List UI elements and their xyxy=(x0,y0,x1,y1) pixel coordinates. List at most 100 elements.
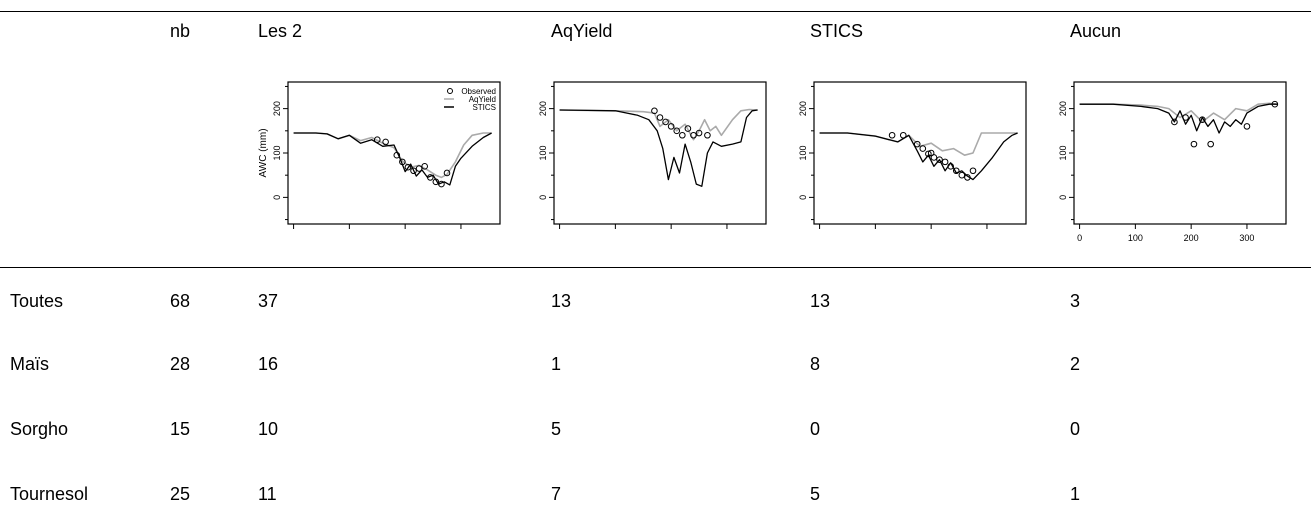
y-tick-label: 200 xyxy=(798,101,808,116)
observed-point xyxy=(919,145,927,152)
header-nb: nb xyxy=(170,21,191,41)
y-tick-label: 0 xyxy=(272,195,282,200)
cell-nb: 68 xyxy=(170,291,191,311)
observed-point xyxy=(1199,116,1206,124)
y-tick-label: 0 xyxy=(1058,195,1068,200)
series-line-aqyield xyxy=(293,132,492,179)
plot-frame xyxy=(553,81,767,225)
awc-chart-aqyield: 0 100 200 xyxy=(538,81,767,229)
cell-stics: 0 xyxy=(810,419,821,439)
chart-panel-aqyield: 0 100 200 xyxy=(538,78,771,256)
row-label: Maïs xyxy=(10,354,50,374)
series-line-stics xyxy=(559,109,758,187)
observed-point xyxy=(1207,140,1214,148)
x-tick-label: 300 xyxy=(1239,233,1254,243)
y-tick-label: 100 xyxy=(272,145,282,160)
observed-point xyxy=(443,169,451,177)
cell-aqyield: 1 xyxy=(551,354,562,374)
header-aucun: Aucun xyxy=(1070,21,1122,41)
x-tick-label: 0 xyxy=(1077,233,1082,243)
observed-point xyxy=(404,163,412,171)
observed-point xyxy=(438,180,445,188)
series-line-stics xyxy=(819,132,1018,181)
observed-point xyxy=(421,163,428,170)
y-tick-label: 200 xyxy=(1058,101,1068,116)
cell-aqyield: 5 xyxy=(551,419,562,439)
observed-point xyxy=(947,163,954,170)
row-label: Tournesol xyxy=(10,484,89,504)
observed-point xyxy=(704,131,711,139)
observed-point xyxy=(936,156,943,163)
chart-panel-stics: 0 100 200 xyxy=(798,78,1031,256)
observed-point xyxy=(941,158,949,166)
observed-point xyxy=(1171,118,1178,126)
cell-les2: 10 xyxy=(258,419,279,439)
observed-point xyxy=(410,167,417,175)
observed-point xyxy=(925,150,932,158)
observed-point xyxy=(673,127,681,135)
legend-label: STICS xyxy=(472,103,496,112)
observed-point xyxy=(888,131,896,139)
y-tick-label: 200 xyxy=(272,101,282,116)
observed-point xyxy=(695,129,703,137)
cell-nb: 25 xyxy=(170,484,191,504)
observed-point xyxy=(1190,140,1198,148)
observed-point xyxy=(1271,100,1279,108)
legend-observed-marker xyxy=(447,88,453,94)
observed-point xyxy=(679,131,686,139)
observed-point xyxy=(969,167,977,175)
cell-stics: 8 xyxy=(810,354,821,374)
observed-point xyxy=(913,140,921,148)
y-tick-label: 100 xyxy=(538,145,548,160)
cell-stics: 5 xyxy=(810,484,821,504)
observed-point xyxy=(964,174,971,181)
plot-frame xyxy=(813,81,1027,225)
observed-point xyxy=(930,154,938,161)
observed-point xyxy=(656,114,664,121)
cell-stics: 13 xyxy=(810,291,831,311)
x-tick-label: 200 xyxy=(1184,233,1199,243)
cell-les2: 16 xyxy=(258,354,279,374)
cell-aqyield: 7 xyxy=(551,484,562,504)
observed-point xyxy=(1243,123,1251,130)
observed-point xyxy=(399,158,406,166)
observed-point xyxy=(899,131,907,139)
observed-point xyxy=(415,165,423,172)
legend-label: Observed xyxy=(461,87,496,96)
y-axis-label: AWC (mm) xyxy=(258,128,269,177)
table-top-rule xyxy=(0,11,1311,12)
y-tick-label: 0 xyxy=(798,195,808,200)
y-tick-label: 0 xyxy=(538,195,548,200)
header-stics: STICS xyxy=(810,21,864,41)
x-tick-label: 100 xyxy=(1128,233,1143,243)
chart-panel-les2: 0 100 200 AWC (mm) Observed AqYield STICS xyxy=(250,78,507,256)
series-line-aqyield xyxy=(1079,102,1278,123)
legend-label: AqYield xyxy=(469,95,496,104)
observed-point xyxy=(432,178,440,186)
observed-point xyxy=(958,171,966,179)
series-line-stics xyxy=(293,132,492,186)
observed-point xyxy=(382,138,389,146)
observed-point xyxy=(662,118,669,126)
chart-panel-aucun: 0 100 200 0 100 200 300 xyxy=(1058,78,1291,256)
observed-point xyxy=(651,107,658,115)
observed-point xyxy=(373,136,381,143)
row-label: Toutes xyxy=(10,291,64,311)
cell-nb: 28 xyxy=(170,354,191,374)
observed-point xyxy=(667,123,675,130)
cell-aucun: 2 xyxy=(1070,354,1081,374)
table-header-rule xyxy=(0,267,1311,268)
y-tick-label: 100 xyxy=(798,145,808,160)
series-line-aqyield xyxy=(559,108,758,141)
cell-les2: 37 xyxy=(258,291,279,311)
cell-aucun: 0 xyxy=(1070,419,1081,439)
observed-point xyxy=(952,167,960,175)
cell-nb: 15 xyxy=(170,419,191,439)
y-tick-label: 100 xyxy=(1058,145,1068,160)
awc-chart-stics: 0 100 200 xyxy=(798,81,1027,229)
cell-aucun: 3 xyxy=(1070,291,1081,311)
observed-point xyxy=(684,125,692,132)
observed-point xyxy=(426,174,434,181)
series-line-stics xyxy=(1079,103,1278,134)
